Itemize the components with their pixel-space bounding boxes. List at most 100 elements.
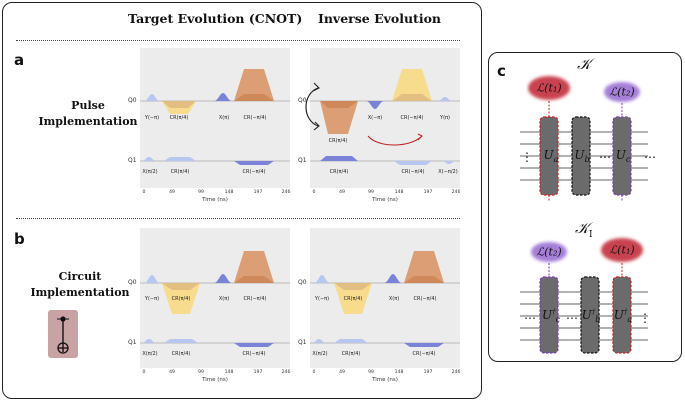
panel-letter-b: b (14, 230, 25, 248)
gate-label: X(−π/2) (438, 169, 458, 175)
row-label-circuit-line1: Circuit (58, 270, 102, 283)
axis-title: Time (ns) (372, 197, 398, 203)
block-ua-dagger (612, 276, 632, 354)
row-label-circuit: Circuit Implementation (30, 269, 130, 301)
tick-label: 148 (394, 370, 404, 375)
ellipsis-middle: ⋯ (599, 150, 611, 164)
q1-label: Q1 (298, 157, 307, 164)
pulse-cr-neg (234, 69, 274, 101)
gate-label: CR(−π/4) (243, 296, 267, 302)
gate-label: CR(−π/4) (242, 169, 266, 175)
gate-label: Y(π) (440, 115, 450, 121)
gate-label: CR(−π/4) (413, 296, 437, 302)
row-label-pulse: Pulse Implementation (38, 98, 138, 130)
pulse-x-pi (214, 93, 232, 101)
column-title-inverse: Inverse Evolution (318, 11, 441, 26)
tick-label: 0 (142, 190, 146, 195)
plot-target-circuit-svg (140, 251, 290, 347)
pulse-cr-pos-inner (162, 283, 200, 290)
tick-label: 99 (368, 370, 374, 375)
tick-label: 99 (198, 190, 204, 195)
axis-title: Time (ns) (202, 377, 228, 383)
divider-middle (16, 218, 460, 219)
pulse-q1-cr-pos (334, 339, 368, 343)
swap-arrow-icon (367, 135, 423, 146)
cloud-red (528, 76, 570, 100)
gate-label: X(π) (218, 296, 230, 302)
gate-label: CR(−π/4) (243, 115, 267, 121)
tick-label: 197 (253, 190, 263, 195)
pulse-x-neg-pi (366, 101, 384, 109)
gate-label: Y(−π) (314, 296, 330, 302)
ellipsis-left: ⋮ (521, 150, 533, 164)
gate-label: CR(π/4) (171, 296, 191, 302)
gate-label: X(π/2) (142, 169, 158, 175)
ki-label-sub: I (588, 230, 593, 240)
pulse-cr-neg (234, 251, 274, 283)
u-label-main: U (613, 307, 624, 322)
arrow-head-icon (312, 82, 320, 92)
u-label-main: U (615, 147, 626, 162)
pulse-y-neg-pi (144, 94, 160, 101)
u-label-sub: c (555, 315, 561, 325)
tick-label: 49 (339, 370, 345, 375)
panel-letter-c: c (497, 62, 506, 80)
tick-label: 148 (224, 370, 234, 375)
gate-label: X(π/2) (312, 351, 328, 357)
tick-label: 0 (312, 190, 316, 195)
plot-target-pulse: Q0 Q1 Y(−π) CR(π/4) X(π) CR(−π/4) X(π/2)… (128, 48, 290, 203)
plot-inverse-circuit-svg (310, 251, 460, 347)
axis-title: Time (ns) (202, 197, 228, 203)
q0-label: Q0 (128, 279, 137, 286)
block-ub-dagger (580, 276, 600, 354)
gate-label: CR(π/4) (171, 351, 191, 357)
pulse-cr-neg (404, 251, 444, 283)
u-label: U†c (542, 308, 560, 324)
tick-label: 99 (198, 370, 204, 375)
cnot-symbol (57, 316, 69, 354)
row-label-pulse-line1: Pulse (71, 99, 105, 112)
q1-label: Q1 (128, 157, 137, 164)
ellipsis-right: ⋮ (639, 311, 651, 325)
block-uc-dagger (539, 276, 559, 354)
ellipsis-middle: ⋯ (566, 311, 578, 325)
pulse-cr-pos-inner (334, 283, 372, 290)
pulse-q1-cr-neg (234, 161, 274, 165)
cloud-purple (604, 82, 640, 102)
pulse-q1-cr-neg (404, 343, 444, 347)
gate-label: CR(π/4) (170, 169, 190, 175)
gate-label: CR(π/4) (328, 138, 348, 144)
tick-label: 0 (312, 370, 316, 375)
u-label-main: U (541, 307, 553, 322)
plot-inverse-pulse: Q0 Q1 CR(π/4) X(−π) CR(−π/4) Y(π) CR(π/4… (298, 48, 460, 203)
q0-label: Q0 (298, 279, 307, 286)
tick-label: 49 (339, 190, 345, 195)
gate-label: X(π/2) (142, 351, 158, 357)
tick-label: 246 (451, 370, 461, 375)
tick-label: 49 (169, 190, 175, 195)
q1-label: Q1 (298, 339, 307, 346)
u-label-main: U (581, 307, 592, 322)
u-label: U†a (614, 308, 632, 324)
column-title-target: Target Evolution (CNOT) (128, 11, 303, 26)
tick-label: 148 (394, 190, 404, 195)
pulse-x-pi (384, 274, 402, 283)
u-label-sub: a (553, 155, 559, 165)
u-label-sub: c (625, 155, 631, 165)
gate-label: X(π) (388, 296, 400, 302)
pulse-q1-cr-pos (320, 156, 358, 161)
pulse-cr-pos (320, 101, 358, 134)
pulse-q1-x-neg-half (442, 161, 456, 164)
u-label-sub: b (584, 155, 590, 165)
cnot-icon (48, 310, 78, 358)
pulse-cr-pos (334, 283, 372, 314)
gate-label: CR(π/4) (341, 351, 361, 357)
cloud-label: ℒ(t₂) (536, 245, 562, 259)
tick-label: 246 (281, 190, 291, 195)
pulse-q1-cr-pos (164, 157, 196, 161)
pulse-cr-neg (392, 69, 432, 101)
u-label: Ua (544, 148, 559, 164)
q0-label: Q0 (128, 97, 137, 104)
row-label-pulse-line2: Implementation (38, 114, 138, 128)
cloud-label: ℒ(t₁) (536, 81, 562, 95)
